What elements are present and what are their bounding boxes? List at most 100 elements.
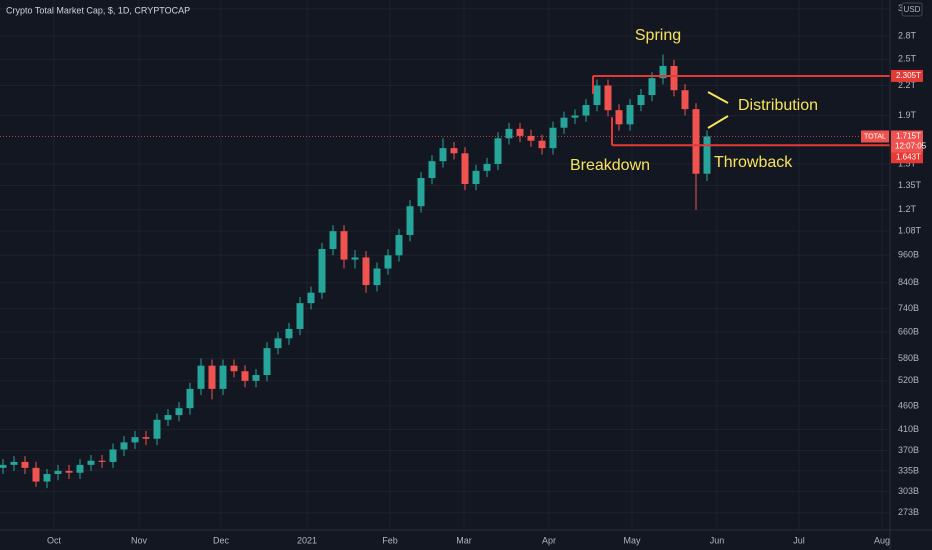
candle-body [626,105,634,125]
currency-badge[interactable] [901,2,923,17]
symbol-box [861,130,889,143]
y-tick-label: 273B [898,507,919,517]
y-tick-label: 1.08T [898,226,922,236]
candle-body [0,464,7,468]
candle-body [439,148,447,162]
candle-body [186,388,194,409]
y-tick-label: 1.9T [898,110,917,120]
candle-body [538,140,546,149]
x-tick-label: Aug [874,535,890,545]
candle-body [120,442,128,450]
symbol-label: TOTAL [864,133,886,140]
candle-body [461,153,469,184]
annotation-arrow [707,91,729,104]
candle-body [153,419,161,439]
candle-body [516,128,524,136]
annotation-arrow [707,115,729,129]
candle-body [208,365,216,389]
candle-body [263,348,271,376]
candle-body [98,460,106,462]
y-tick-label: 1.5T [898,158,917,168]
annotation: Throwback [714,154,793,171]
level-label-box [891,151,923,164]
candle-body [142,437,150,439]
candle-body [307,292,315,304]
candle-body [428,161,436,179]
candle-body [406,206,414,236]
candle-body [604,85,612,111]
x-tick-label: Jun [710,535,725,545]
candle-body [87,460,95,465]
current-price-box [891,130,923,153]
candle-body [10,461,18,465]
candle-body [384,255,392,269]
y-tick-label: 2.8T [898,30,917,40]
plot [0,54,890,489]
countdown: 12:07:05 [895,142,927,151]
candle-body [164,415,172,420]
y-tick-label: 660B [898,326,919,336]
x-tick-label: Oct [47,535,62,545]
candle-body [659,65,667,79]
candle-body [318,249,326,293]
x-tick-label: Nov [131,535,148,545]
candle-body [241,371,249,381]
grid [0,0,890,530]
candle-body [252,375,260,381]
candle-body [373,268,381,286]
candle-body [197,365,205,389]
x-tick-label: Feb [382,535,398,545]
x-tick-label: May [623,535,641,545]
y-tick-label: 1.35T [898,180,922,190]
candle-body [109,449,117,462]
candle-body [54,470,62,474]
candle-body [637,95,645,106]
y-tick-label: 740B [898,303,919,313]
x-tick-label: 2021 [297,535,317,545]
candle-body [131,437,139,443]
candle-body [582,105,590,116]
candle-body [285,328,293,339]
y-tick-label: 460B [898,400,919,410]
candle-body [340,231,348,260]
candle-body [670,65,678,91]
candle-body [692,109,700,174]
annotation: Distribution [738,97,818,114]
x-tick-label: Mar [456,535,472,545]
y-tick-label: 303B [898,486,919,496]
x-tick-label: Jul [793,535,805,545]
candle-body [21,461,29,468]
y-tick-label: 370B [898,445,919,455]
y-tick-label: 960B [898,250,919,260]
level-label-box [891,69,923,82]
candle-body [648,78,656,96]
annotation: Spring [635,27,681,44]
chart-title: Crypto Total Market Cap, $, 1D, CRYPTOCA… [6,5,190,15]
candle-body [65,470,73,473]
candle-body [351,257,359,260]
candle-body [329,231,337,250]
candle-body [483,163,491,171]
candle-body [527,135,535,141]
axes: 3.2.8T2.5T2.2T1.9T1.5T1.35T1.2T1.08T960B… [47,3,927,545]
y-tick-label: 1.2T [898,204,917,214]
y-tick-label: 580B [898,353,919,363]
level-label: 2.305T [896,71,921,80]
candle-body [230,365,238,372]
candle-body [703,136,711,174]
candle-body [296,303,304,329]
current-price-label: 1.715T [896,132,921,141]
x-tick-label: Dec [213,535,230,545]
candle-body [505,128,513,139]
candle-body [571,115,579,118]
candle-body [274,338,282,349]
candle-body [615,110,623,125]
candle-body [681,90,689,110]
candle-body [560,117,568,128]
x-tick-label: Apr [542,535,556,545]
candle-body [362,257,370,286]
candle-body [549,127,557,149]
candle-body [395,235,403,256]
